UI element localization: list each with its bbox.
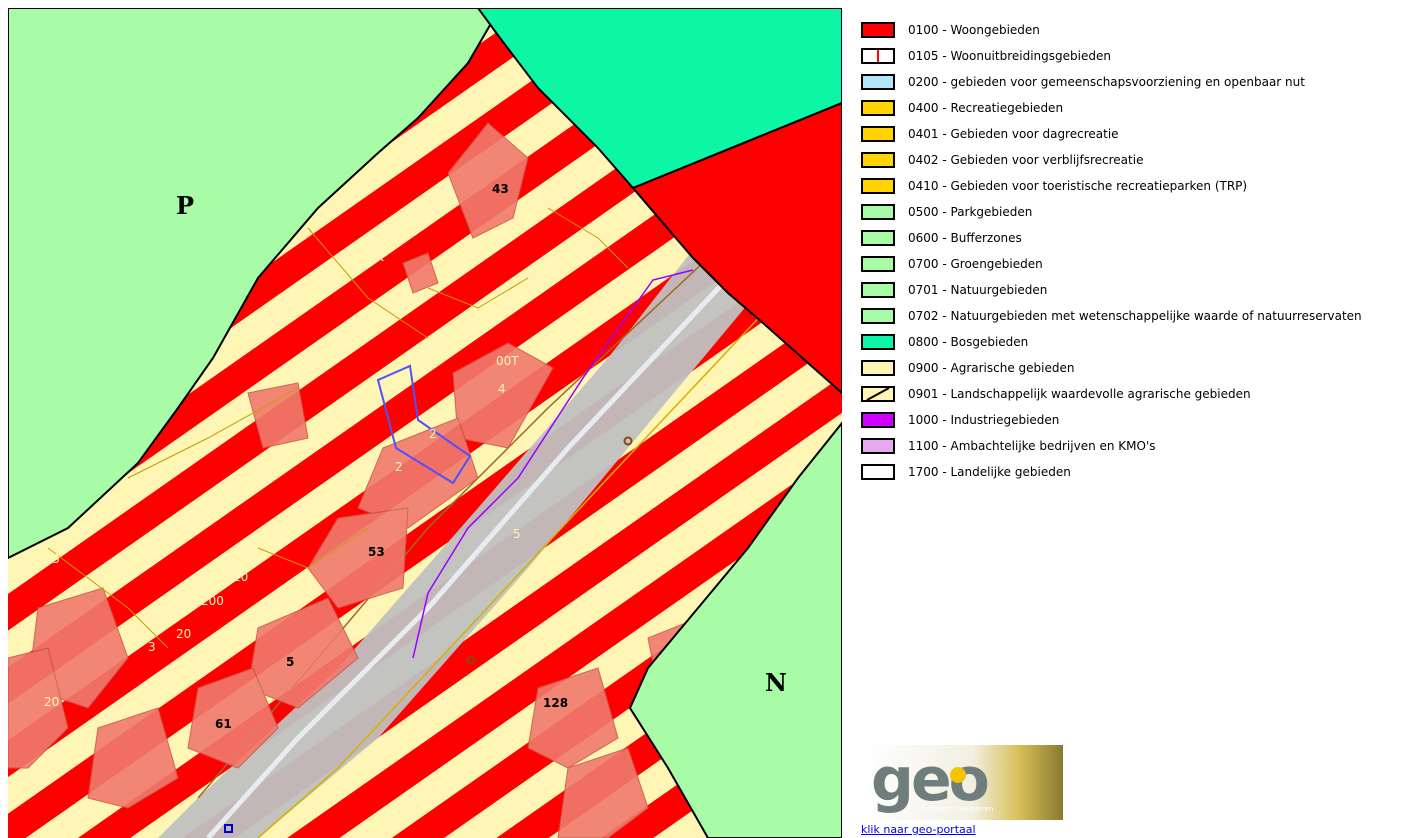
legend-swatch — [861, 282, 895, 298]
zone-label-p: P — [176, 191, 194, 220]
legend-swatch — [861, 412, 895, 428]
legend-item: 0600 - Bufferzones — [861, 225, 1362, 251]
parcel-label: 43 — [492, 182, 509, 196]
legend-swatch — [861, 360, 895, 376]
legend-label: 0700 - Groengebieden — [908, 257, 1043, 271]
legend-label: 0400 - Recreatiegebieden — [908, 101, 1064, 115]
legend-item: 0800 - Bosgebieden — [861, 329, 1362, 355]
parcel-label: 200 — [201, 594, 224, 608]
rail-corridor — [158, 243, 753, 838]
legend-swatch — [861, 334, 895, 350]
legend-item: 1000 - Industriegebieden — [861, 407, 1362, 433]
legend-swatch — [861, 74, 895, 90]
legend-item: 0900 - Agrarische gebieden — [861, 355, 1362, 381]
legend-item: 0402 - Gebieden voor verblijfsrecreatie — [861, 147, 1362, 173]
legend-item: 0100 - Woongebieden — [861, 17, 1362, 43]
parcel-label: 5 — [286, 655, 294, 669]
portal-link[interactable]: klik naar geo-portaal — [861, 823, 976, 836]
parcel-label: 5 — [513, 527, 521, 541]
industry-outline — [412, 269, 694, 659]
legend-item: 1100 - Ambachtelijke bedrijven en KMO's — [861, 433, 1362, 459]
parcel-label: 53 — [368, 545, 385, 559]
residential-zone — [631, 101, 842, 395]
legend-label: 0701 - Natuurgebieden — [908, 283, 1048, 297]
forest-zone — [476, 8, 842, 190]
parcel-label: 2 — [429, 427, 437, 441]
legend-label: 1700 - Landelijke gebieden — [908, 465, 1071, 479]
legend-item: 0410 - Gebieden voor toeristische recrea… — [861, 173, 1362, 199]
point-symbol — [224, 824, 233, 833]
legend-swatch — [861, 256, 895, 272]
legend-swatch — [861, 100, 895, 116]
legend-label: 0105 - Woonuitbreidingsgebieden — [908, 49, 1111, 63]
legend-label: 0600 - Bufferzones — [908, 231, 1022, 245]
legend-swatch — [861, 230, 895, 246]
legend-label: 0402 - Gebieden voor verblijfsrecreatie — [908, 153, 1144, 167]
legend-label: 0900 - Agrarische gebieden — [908, 361, 1075, 375]
legend-label: 1100 - Ambachtelijke bedrijven en KMO's — [908, 439, 1156, 453]
legend-swatch — [861, 308, 895, 324]
legend-label: 0100 - Woongebieden — [908, 23, 1040, 37]
zone-label-n: N — [765, 668, 787, 697]
map-view[interactable]: P N 43 200K 00T 4 2 20 2 53 5 20 200 20 … — [8, 8, 842, 838]
parcel-label: 20 — [44, 695, 59, 709]
logo-word: geo — [871, 745, 988, 815]
legend-swatch — [861, 48, 895, 64]
parcel-label: 3 — [148, 640, 156, 654]
legend-swatch — [861, 22, 895, 38]
point-symbol — [623, 436, 633, 446]
legend-label: 0500 - Parkgebieden — [908, 205, 1033, 219]
parcel-lines — [47, 207, 629, 649]
legend-item: 1700 - Landelijke gebieden — [861, 459, 1362, 485]
legend-swatch — [861, 152, 895, 168]
map-legend: 0100 - Woongebieden 0105 - Woonuitbreidin… — [861, 17, 1362, 485]
legend-label: 0702 - Natuurgebieden met wetenschappeli… — [908, 309, 1362, 323]
legend-label: 0401 - Gebieden voor dagrecreatie — [908, 127, 1119, 141]
park-zone-n — [628, 421, 842, 838]
legend-label: 0901 - Landschappelijk waardevolle agrar… — [908, 387, 1251, 401]
legend-swatch — [861, 464, 895, 480]
parcel-label: 2 — [395, 460, 403, 474]
legend-swatch — [861, 126, 895, 142]
logo-dot-icon — [950, 767, 966, 783]
parcel-label: 00H3 — [28, 552, 60, 566]
parcel-label: 00T — [496, 354, 519, 368]
legend-label: 0800 - Bosgebieden — [908, 335, 1029, 349]
road-line-2 — [197, 257, 709, 799]
legend-item: 0105 - Woonuitbreidingsgebieden — [861, 43, 1362, 69]
parcel-label: 61 — [215, 717, 232, 731]
parcel-label: 128 — [543, 696, 568, 710]
legend-item: 0701 - Natuurgebieden — [861, 277, 1362, 303]
road-line — [257, 307, 769, 838]
geopunt-logo[interactable]: geo Geopunt Vlaanderen — [861, 745, 1063, 820]
parcel-label: 200K — [353, 250, 385, 264]
legend-item: 0702 - Natuurgebieden met wetenschappeli… — [861, 303, 1362, 329]
legend-swatch — [861, 438, 895, 454]
legend-label: 0200 - gebieden voor gemeenschapsvoorzie… — [908, 75, 1305, 89]
legend-swatch — [861, 386, 895, 402]
legend-item: 0200 - gebieden voor gemeenschapsvoorzie… — [861, 69, 1362, 95]
legend-item: 0700 - Groengebieden — [861, 251, 1362, 277]
parcel-label: 20 — [233, 570, 248, 584]
parcel-label: 4 — [498, 382, 506, 396]
legend-item: 0901 - Landschappelijk waardevolle agrar… — [861, 381, 1362, 407]
parcel-label: 20 — [320, 485, 335, 499]
legend-item: 0401 - Gebieden voor dagrecreatie — [861, 121, 1362, 147]
park-zone-p — [8, 8, 502, 560]
parcel-label: 20 — [176, 627, 191, 641]
legend-item: 0500 - Parkgebieden — [861, 199, 1362, 225]
selected-parcel-outline — [376, 364, 472, 485]
legend-swatch — [861, 204, 895, 220]
building-footprints — [8, 122, 709, 838]
legend-label: 0410 - Gebieden voor toeristische recrea… — [908, 179, 1248, 193]
rail-track-line — [206, 276, 730, 838]
legend-item: 0400 - Recreatiegebieden — [861, 95, 1362, 121]
legend-swatch — [861, 178, 895, 194]
logo-subtitle: Geopunt Vlaanderen — [921, 805, 993, 813]
point-symbol — [466, 655, 476, 665]
legend-label: 1000 - Industriegebieden — [908, 413, 1060, 427]
